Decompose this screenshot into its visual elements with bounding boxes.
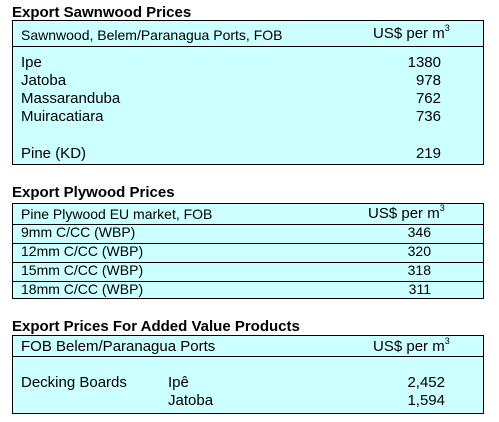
plywood-row-divider: [13, 224, 483, 225]
plywood-unit-sup: 3: [439, 203, 445, 213]
sawnwood-header-text: Sawnwood, Belem/Paranagua Ports, FOB: [21, 27, 283, 43]
sawnwood-row-value: 762: [415, 90, 441, 107]
sawnwood-row-value: 978: [415, 72, 441, 89]
plywood-row-name: 9mm C/CC (WBP): [21, 224, 136, 240]
sawnwood-row-name: Massaranduba: [21, 90, 121, 107]
plywood-header-label: Pine Plywood EU market, FOB: [21, 206, 212, 223]
sawnwood-row-name: Ipe: [21, 54, 42, 71]
added-value-header-unit: US$ per m3: [373, 336, 450, 356]
sawnwood-header-divider: [13, 46, 483, 47]
added-value-table: FOB Belem/Paranagua Ports US$ per m3 Dec…: [12, 335, 484, 414]
sawnwood-row-value: 1380: [407, 54, 441, 71]
sawnwood-row-value: 736: [415, 108, 441, 125]
added-value-price: 2,452: [407, 374, 445, 391]
plywood-header-unit: US$ per m3: [368, 203, 445, 223]
plywood-table: Pine Plywood EU market, FOB US$ per m3 9…: [12, 203, 484, 299]
plywood-row-divider: [13, 243, 483, 244]
sawnwood-table: Sawnwood, Belem/Paranagua Ports, FOB US$…: [12, 20, 484, 165]
plywood-row-value: 346: [407, 224, 431, 240]
sawnwood-row-name: Pine (KD): [21, 145, 87, 162]
plywood-header-text: Pine Plywood EU market, FOB: [21, 206, 213, 222]
added-value-species: Jatoba: [168, 392, 214, 409]
sawnwood-header-unit: US$ per m3: [373, 23, 450, 43]
plywood-unit-text: US$ per m: [368, 205, 440, 222]
sawnwood-row-value: 219: [415, 145, 441, 162]
sawnwood-header-label: Sawnwood, Belem/Paranagua Ports, FOB: [21, 27, 282, 44]
added-value-unit-sup: 3: [444, 336, 450, 346]
added-value-price: 1,594: [407, 392, 445, 409]
sawnwood-unit-sup: 3: [444, 23, 450, 33]
plywood-row-divider: [13, 262, 483, 263]
sawnwood-unit-text: US$ per m: [373, 25, 445, 42]
sawnwood-row-name: Jatoba: [21, 72, 67, 89]
added-value-header-label: FOB Belem/Paranagua Ports: [21, 338, 216, 355]
added-value-product: Decking Boards: [21, 374, 127, 391]
plywood-row-value: 311: [408, 281, 431, 297]
plywood-row-value: 318: [407, 262, 431, 278]
added-value-title: Export Prices For Added Value Products: [12, 318, 300, 335]
plywood-row-name: 12mm C/CC (WBP): [21, 243, 144, 259]
sawnwood-row-name: Muiracatiara: [21, 108, 104, 125]
added-value-unit-text: US$ per m: [373, 338, 445, 355]
plywood-title: Export Plywood Prices: [12, 184, 175, 201]
plywood-row-name: 15mm C/CC (WBP): [21, 262, 144, 278]
plywood-row-divider: [13, 281, 483, 282]
sawnwood-title: Export Sawnwood Prices: [12, 4, 192, 21]
plywood-row-name: 18mm C/CC (WBP): [21, 281, 144, 297]
added-value-species: Ipê: [168, 374, 189, 391]
plywood-row-value: 320: [407, 243, 431, 259]
added-value-header-divider: [13, 356, 483, 357]
